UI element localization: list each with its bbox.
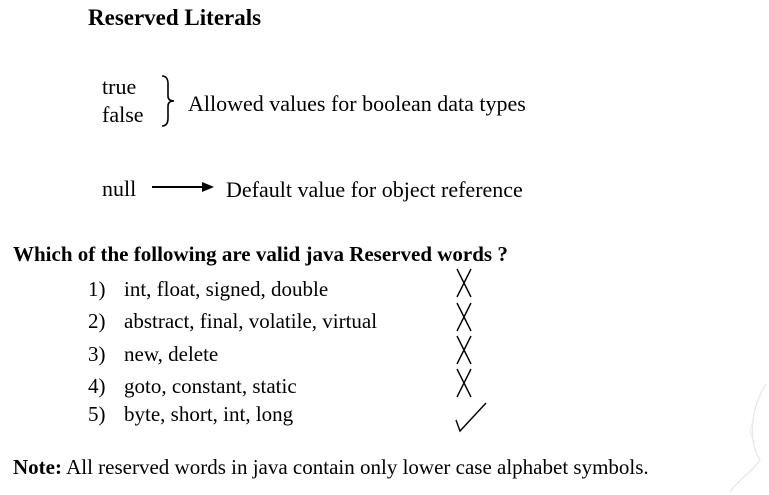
- option-text: int, float, signed, double: [124, 277, 329, 301]
- option-number: 3): [88, 342, 106, 366]
- option-text: abstract, final, volatile, virtual: [124, 309, 378, 333]
- right-brace-icon: [161, 75, 175, 127]
- question-text: Which of the following are valid java Re…: [13, 242, 508, 266]
- cross-icon: [456, 268, 472, 298]
- option-number: 1): [88, 277, 106, 301]
- option-text: new, delete: [124, 342, 219, 366]
- note-text: All reserved words in java contain only …: [61, 455, 649, 479]
- literal-true: true: [102, 74, 137, 99]
- note: Note: All reserved words in java contain…: [13, 455, 649, 480]
- right-arrow-icon: [152, 182, 214, 192]
- literal-null: null: [102, 176, 137, 201]
- option-number: 4): [88, 374, 106, 398]
- option-number: 5): [88, 402, 106, 426]
- option-number: 2): [88, 309, 106, 333]
- slide-title: Reserved Literals: [88, 5, 262, 30]
- check-icon: [455, 402, 487, 433]
- cross-icon: [456, 302, 472, 332]
- decorative-curve: [729, 383, 767, 493]
- note-label: Note:: [13, 455, 62, 479]
- cross-icon: [456, 335, 472, 365]
- option-text: byte, short, int, long: [124, 402, 294, 426]
- option-text: goto, constant, static: [124, 374, 297, 398]
- cross-icon: [456, 368, 472, 398]
- literal-false: false: [102, 102, 144, 127]
- null-description: Default value for object reference: [226, 177, 523, 202]
- boolean-description: Allowed values for boolean data types: [188, 91, 526, 116]
